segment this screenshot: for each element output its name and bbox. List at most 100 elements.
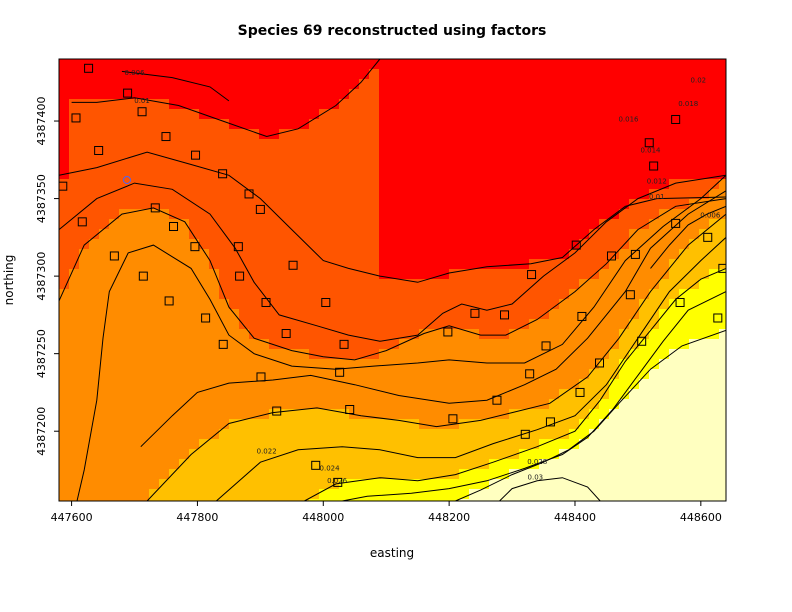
heat-cell bbox=[319, 499, 330, 501]
heat-cell bbox=[699, 239, 710, 250]
heat-cell bbox=[369, 319, 380, 330]
heat-cell bbox=[149, 249, 160, 260]
heat-cell bbox=[169, 369, 180, 380]
heat-cell bbox=[319, 439, 330, 450]
heat-cell bbox=[539, 209, 550, 220]
heat-cell bbox=[559, 89, 570, 100]
heat-cell bbox=[689, 259, 700, 270]
heat-cell bbox=[529, 269, 540, 280]
heat-cell bbox=[429, 169, 440, 180]
heat-cell bbox=[389, 439, 400, 450]
heat-cell bbox=[489, 299, 500, 310]
heat-cell bbox=[559, 329, 570, 340]
heat-cell bbox=[179, 119, 190, 130]
heat-cell bbox=[339, 349, 350, 360]
heat-cell bbox=[419, 389, 430, 400]
heat-cell bbox=[339, 79, 350, 90]
heat-cell bbox=[329, 379, 340, 390]
heat-cell bbox=[149, 169, 160, 180]
heat-cell bbox=[59, 209, 70, 220]
heat-cell bbox=[599, 259, 610, 270]
heat-cell bbox=[579, 69, 590, 80]
heat-cell bbox=[439, 119, 450, 130]
heat-cell bbox=[149, 479, 160, 490]
heat-cell bbox=[449, 199, 460, 210]
heat-cell bbox=[609, 59, 620, 70]
heat-cell bbox=[719, 209, 726, 220]
heat-cell bbox=[189, 489, 200, 500]
heat-cell bbox=[329, 79, 340, 90]
heat-cell bbox=[679, 129, 690, 140]
heat-cell bbox=[299, 419, 310, 430]
heat-cell bbox=[489, 229, 500, 240]
heat-cell bbox=[539, 469, 550, 480]
heat-cell bbox=[359, 179, 370, 190]
heat-cell bbox=[179, 459, 190, 470]
heat-cell bbox=[329, 199, 340, 210]
heat-cell bbox=[359, 459, 370, 470]
heat-cell bbox=[579, 319, 590, 330]
heat-cell bbox=[619, 349, 630, 360]
heat-cell bbox=[59, 199, 70, 210]
heat-cell bbox=[409, 329, 420, 340]
heat-cell bbox=[249, 469, 260, 480]
heat-cell bbox=[69, 259, 80, 270]
heat-cell bbox=[429, 139, 440, 150]
contour-line bbox=[499, 477, 601, 501]
heat-cell bbox=[659, 59, 670, 70]
heat-cell bbox=[479, 459, 490, 470]
heat-cell bbox=[309, 449, 320, 460]
heat-cell bbox=[509, 139, 520, 150]
heat-cell bbox=[119, 129, 130, 140]
heat-cell bbox=[629, 469, 640, 480]
heat-cell bbox=[139, 199, 150, 210]
heat-cell bbox=[469, 279, 480, 290]
heat-cell bbox=[629, 449, 640, 460]
heat-cell bbox=[249, 389, 260, 400]
heat-cell bbox=[709, 349, 720, 360]
heat-cell bbox=[389, 159, 400, 170]
heat-cell bbox=[389, 419, 400, 430]
heat-cell bbox=[299, 219, 310, 230]
heat-cell bbox=[639, 439, 650, 450]
heat-cell bbox=[409, 239, 420, 250]
contour-line bbox=[121, 70, 230, 102]
heat-cell bbox=[499, 79, 510, 90]
heat-cell bbox=[329, 219, 340, 230]
heat-cell bbox=[699, 279, 710, 290]
heat-cell bbox=[229, 79, 240, 90]
heat-cell bbox=[189, 339, 200, 350]
heat-cell bbox=[259, 279, 270, 290]
heat-cell bbox=[469, 369, 480, 380]
heat-cell bbox=[399, 129, 410, 140]
heat-cell bbox=[159, 479, 170, 490]
heat-cell bbox=[309, 329, 320, 340]
heat-cell bbox=[469, 329, 480, 340]
heat-cell bbox=[79, 379, 90, 390]
heat-cell bbox=[639, 369, 650, 380]
heat-cell bbox=[139, 439, 150, 450]
heat-cell bbox=[129, 479, 140, 490]
heat-cell bbox=[539, 389, 550, 400]
heat-cell bbox=[59, 229, 70, 240]
heat-cell bbox=[549, 439, 560, 450]
heat-cell bbox=[179, 149, 190, 160]
heat-cell bbox=[519, 329, 530, 340]
heat-cell bbox=[139, 249, 150, 260]
heat-cell bbox=[59, 189, 70, 200]
heat-cell bbox=[169, 229, 180, 240]
heat-cell bbox=[579, 489, 590, 500]
heat-cell bbox=[409, 109, 420, 120]
heat-cell bbox=[699, 329, 710, 340]
heat-cell bbox=[529, 409, 540, 420]
heat-cell bbox=[699, 269, 710, 280]
heat-cell bbox=[619, 339, 630, 350]
heat-cell bbox=[689, 389, 700, 400]
heat-cell bbox=[709, 149, 720, 160]
heat-cell bbox=[439, 239, 450, 250]
heat-cell bbox=[359, 159, 370, 170]
heat-cell bbox=[589, 119, 600, 130]
heat-cell bbox=[159, 239, 170, 250]
heat-cell bbox=[419, 489, 430, 500]
heat-cell bbox=[529, 359, 540, 370]
